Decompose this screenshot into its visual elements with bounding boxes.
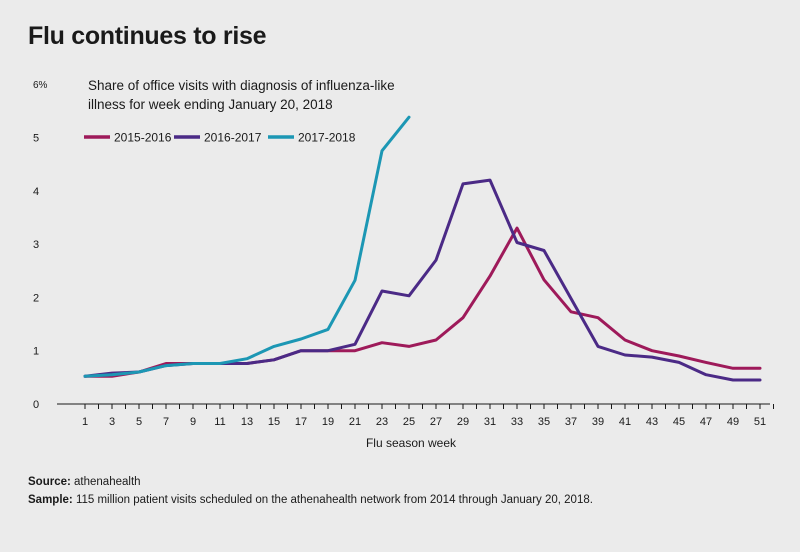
x-tick-label: 45 bbox=[673, 416, 685, 428]
x-tick-label: 7 bbox=[163, 416, 169, 428]
x-tick-label: 39 bbox=[592, 416, 604, 428]
series-line-2017-2018 bbox=[83, 115, 411, 378]
y-tick-label: 2 bbox=[33, 292, 39, 304]
x-tick-label: 11 bbox=[214, 416, 225, 428]
x-tick-label: 29 bbox=[457, 416, 469, 428]
x-tick-label: 13 bbox=[241, 416, 253, 428]
legend: 2015-2016 2016-2017 2017-2018 bbox=[84, 131, 356, 145]
series-line-2015-2016 bbox=[83, 226, 762, 378]
chart-title: Flu continues to rise bbox=[28, 22, 267, 50]
x-tick-label: 31 bbox=[484, 416, 496, 428]
y-tick-label: 1 bbox=[33, 346, 39, 358]
legend-label: 2015-2016 bbox=[114, 131, 172, 145]
y-tick-label: 3 bbox=[33, 239, 39, 251]
x-tick-label: 41 bbox=[619, 416, 631, 428]
x-tick-label: 15 bbox=[268, 416, 280, 428]
y-axis: 0 1 2 3 4 5 6% bbox=[33, 80, 48, 411]
x-tick-label: 19 bbox=[322, 416, 334, 428]
x-tick-label: 37 bbox=[565, 416, 577, 428]
x-tick-label: 1 bbox=[82, 416, 88, 428]
x-tick-label: 9 bbox=[190, 416, 196, 428]
x-tick-label: 5 bbox=[136, 416, 142, 428]
x-tick-label: 43 bbox=[646, 416, 658, 428]
chart-subtitle-line1: Share of office visits with diagnosis of… bbox=[88, 78, 395, 93]
x-tick-label: 49 bbox=[727, 416, 739, 428]
x-tick-label: 23 bbox=[376, 416, 388, 428]
series-lines bbox=[83, 115, 762, 382]
y-tick-label: 6% bbox=[33, 80, 48, 91]
x-axis: 1 3 5 7 9 11 13 15 17 19 21 23 25 27 29 31 33 35 37 39 41 43 4… bbox=[57, 403, 774, 428]
x-tick-label: 35 bbox=[538, 416, 550, 428]
x-tick-label: 51 bbox=[754, 416, 766, 428]
x-tick-label: 47 bbox=[700, 416, 712, 428]
chart-subtitle-line2: illness for week ending January 20, 2018 bbox=[88, 97, 333, 112]
source-label: Source: bbox=[28, 476, 71, 488]
sample-note: Sample: 115 million patient visits sched… bbox=[28, 494, 593, 506]
y-tick-label: 5 bbox=[33, 133, 39, 145]
x-tick-label: 17 bbox=[295, 416, 307, 428]
sample-text: 115 million patient visits scheduled on … bbox=[75, 494, 593, 506]
source-note: Source: athenahealth bbox=[28, 476, 141, 488]
x-tick-label: 27 bbox=[430, 416, 442, 428]
x-tick-label: 21 bbox=[349, 416, 361, 428]
x-tick-label: 3 bbox=[109, 416, 115, 428]
y-tick-label: 0 bbox=[33, 399, 39, 411]
series-line-2016-2017 bbox=[83, 178, 762, 382]
legend-label: 2017-2018 bbox=[298, 131, 356, 145]
x-tick-label: 25 bbox=[403, 416, 415, 428]
source-text: athenahealth bbox=[74, 476, 141, 488]
legend-label: 2016-2017 bbox=[204, 131, 262, 145]
sample-label: Sample: bbox=[28, 494, 73, 506]
x-tick-label: 33 bbox=[511, 416, 523, 428]
x-axis-label: Flu season week bbox=[366, 436, 457, 450]
y-tick-label: 4 bbox=[33, 186, 39, 198]
